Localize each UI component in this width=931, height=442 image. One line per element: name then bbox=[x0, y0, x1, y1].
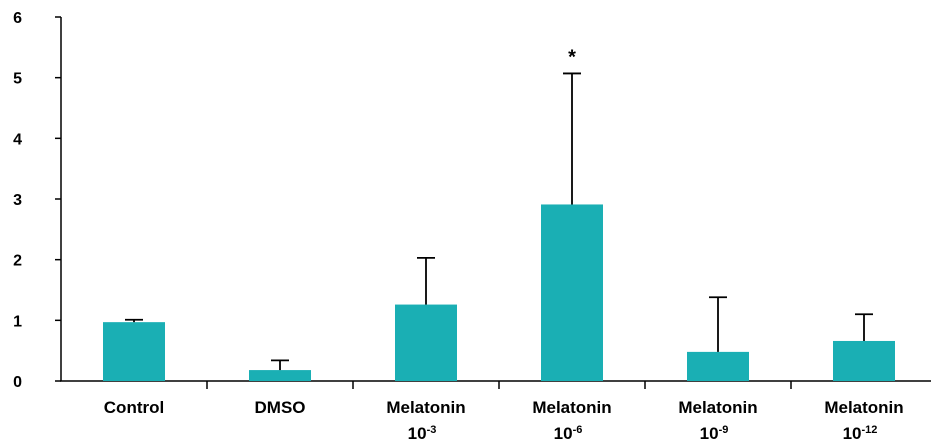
error-bar bbox=[125, 318, 143, 323]
bar bbox=[541, 204, 603, 381]
bar bbox=[687, 351, 749, 381]
concentration-exponent: -6 bbox=[573, 424, 583, 436]
bar bbox=[395, 304, 457, 381]
concentration-label: 10-6 bbox=[554, 424, 583, 442]
y-tick-label: 3 bbox=[13, 192, 22, 209]
concentration-exponent: -9 bbox=[719, 424, 729, 436]
error-bar bbox=[855, 313, 873, 341]
concentration-label: 10-9 bbox=[700, 424, 729, 442]
bar bbox=[833, 340, 895, 381]
concentration-label: 10-12 bbox=[843, 424, 878, 442]
error-bar bbox=[417, 256, 435, 305]
annotations: * bbox=[568, 46, 576, 68]
category-label: DMSO bbox=[255, 398, 306, 417]
concentration-base: 10 bbox=[408, 424, 427, 442]
error-bar bbox=[709, 296, 727, 352]
category-label: Control bbox=[104, 398, 164, 417]
y-tick-label: 0 bbox=[13, 374, 22, 391]
concentration-base: 10 bbox=[554, 424, 573, 442]
category-label: Melatonin bbox=[532, 398, 611, 417]
y-tick-label: 5 bbox=[13, 71, 22, 88]
y-tick-label: 4 bbox=[13, 131, 22, 148]
bars bbox=[103, 204, 895, 381]
y-tick-label: 6 bbox=[13, 10, 22, 27]
concentration-exponent: -3 bbox=[427, 424, 437, 436]
category-labels: Control DMSO Melatonin10-3Melatonin10-6Mel… bbox=[104, 398, 904, 442]
error-bar bbox=[563, 72, 581, 205]
category-label: Melatonin bbox=[824, 398, 903, 417]
y-ticks: 0 1 2 3 4 5 6 bbox=[13, 10, 61, 391]
axes bbox=[60, 17, 931, 389]
significance-marker: * bbox=[568, 46, 576, 68]
category-label: Melatonin bbox=[678, 398, 757, 417]
category-label: Melatonin bbox=[386, 398, 465, 417]
y-tick-label: 2 bbox=[13, 253, 22, 270]
error-bars bbox=[125, 72, 873, 371]
y-tick-label: 1 bbox=[13, 313, 22, 330]
concentration-base: 10 bbox=[700, 424, 719, 442]
bar bbox=[103, 322, 165, 381]
concentration-base: 10 bbox=[843, 424, 862, 442]
error-bar bbox=[271, 359, 289, 371]
concentration-label: 10-3 bbox=[408, 424, 437, 442]
concentration-exponent: -12 bbox=[862, 424, 878, 436]
bar bbox=[249, 370, 311, 381]
